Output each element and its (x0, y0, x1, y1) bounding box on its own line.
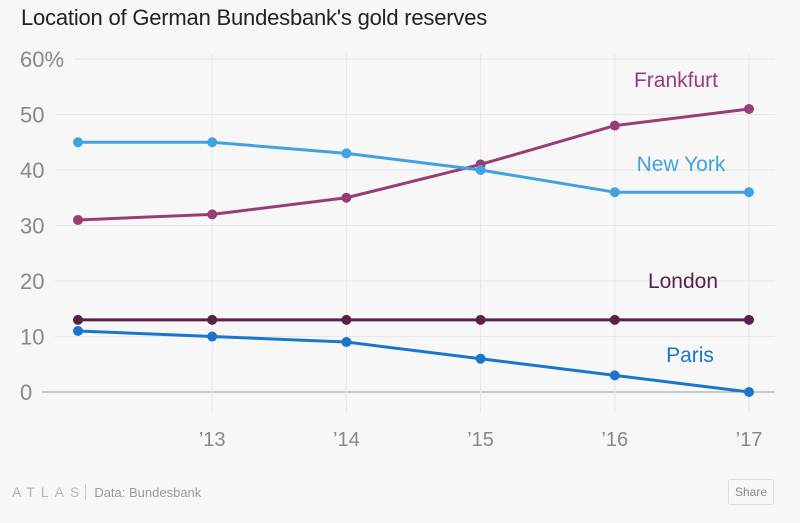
data-point-frankfurt (609, 120, 620, 131)
data-source: Data: Bundesbank (94, 484, 202, 500)
share-button[interactable]: Share (727, 479, 774, 505)
data-point-paris (341, 337, 352, 348)
series-label-london: London (648, 270, 718, 293)
x-tick-label: ’14 (333, 429, 360, 451)
y-tick-label: 60% (20, 47, 64, 72)
x-tick-label: ’16 (601, 429, 628, 451)
data-point-new-york (73, 137, 83, 148)
data-point-london (341, 314, 352, 325)
x-tick-label: ’13 (199, 429, 226, 451)
data-point-london (744, 314, 754, 325)
data-point-paris (73, 325, 83, 336)
y-tick-label: 40 (20, 158, 44, 183)
footer-divider (85, 484, 87, 500)
data-point-frankfurt (744, 103, 754, 114)
data-point-paris (207, 331, 218, 342)
series-line-new-york (78, 140, 749, 194)
data-point-frankfurt (341, 192, 352, 203)
y-tick-label: 0 (20, 380, 32, 405)
data-point-frankfurt (73, 214, 83, 225)
data-point-new-york (744, 187, 754, 198)
data-point-london (475, 314, 486, 325)
footer: ATLAS Data: Bundesbank (12, 484, 201, 500)
data-point-paris (609, 370, 620, 381)
x-tick-label: ’15 (467, 429, 494, 451)
data-point-paris (744, 387, 754, 397)
data-point-frankfurt (207, 209, 218, 220)
data-point-new-york (475, 165, 486, 175)
y-tick-label: 10 (20, 325, 44, 350)
data-point-new-york (609, 187, 620, 198)
data-point-london (73, 314, 83, 325)
data-point-paris (475, 353, 486, 364)
chart-title: Location of German Bundesbank's gold res… (21, 5, 488, 30)
series-label-new-york: New York (637, 153, 726, 176)
series-label-paris: Paris (666, 344, 714, 367)
y-tick-label: 20 (20, 269, 44, 294)
line-chart: 0 10 20 30 40 50 60% ’13 ’14 ’15 ’16 ’17 Frankfurt Ne… (20, 47, 775, 451)
y-tick-label: 50 (20, 103, 44, 128)
data-point-new-york (341, 148, 352, 159)
series-label-frankfurt: Frankfurt (634, 69, 718, 92)
data-point-new-york (207, 137, 218, 148)
atlas-logo: ATLAS (12, 484, 86, 500)
data-point-london (207, 314, 218, 325)
series-line-paris (77, 329, 750, 394)
y-tick-label: 30 (20, 214, 44, 239)
series-line-frankfurt (77, 107, 750, 222)
data-point-london (609, 314, 620, 325)
x-tick-label: ’17 (736, 429, 763, 451)
